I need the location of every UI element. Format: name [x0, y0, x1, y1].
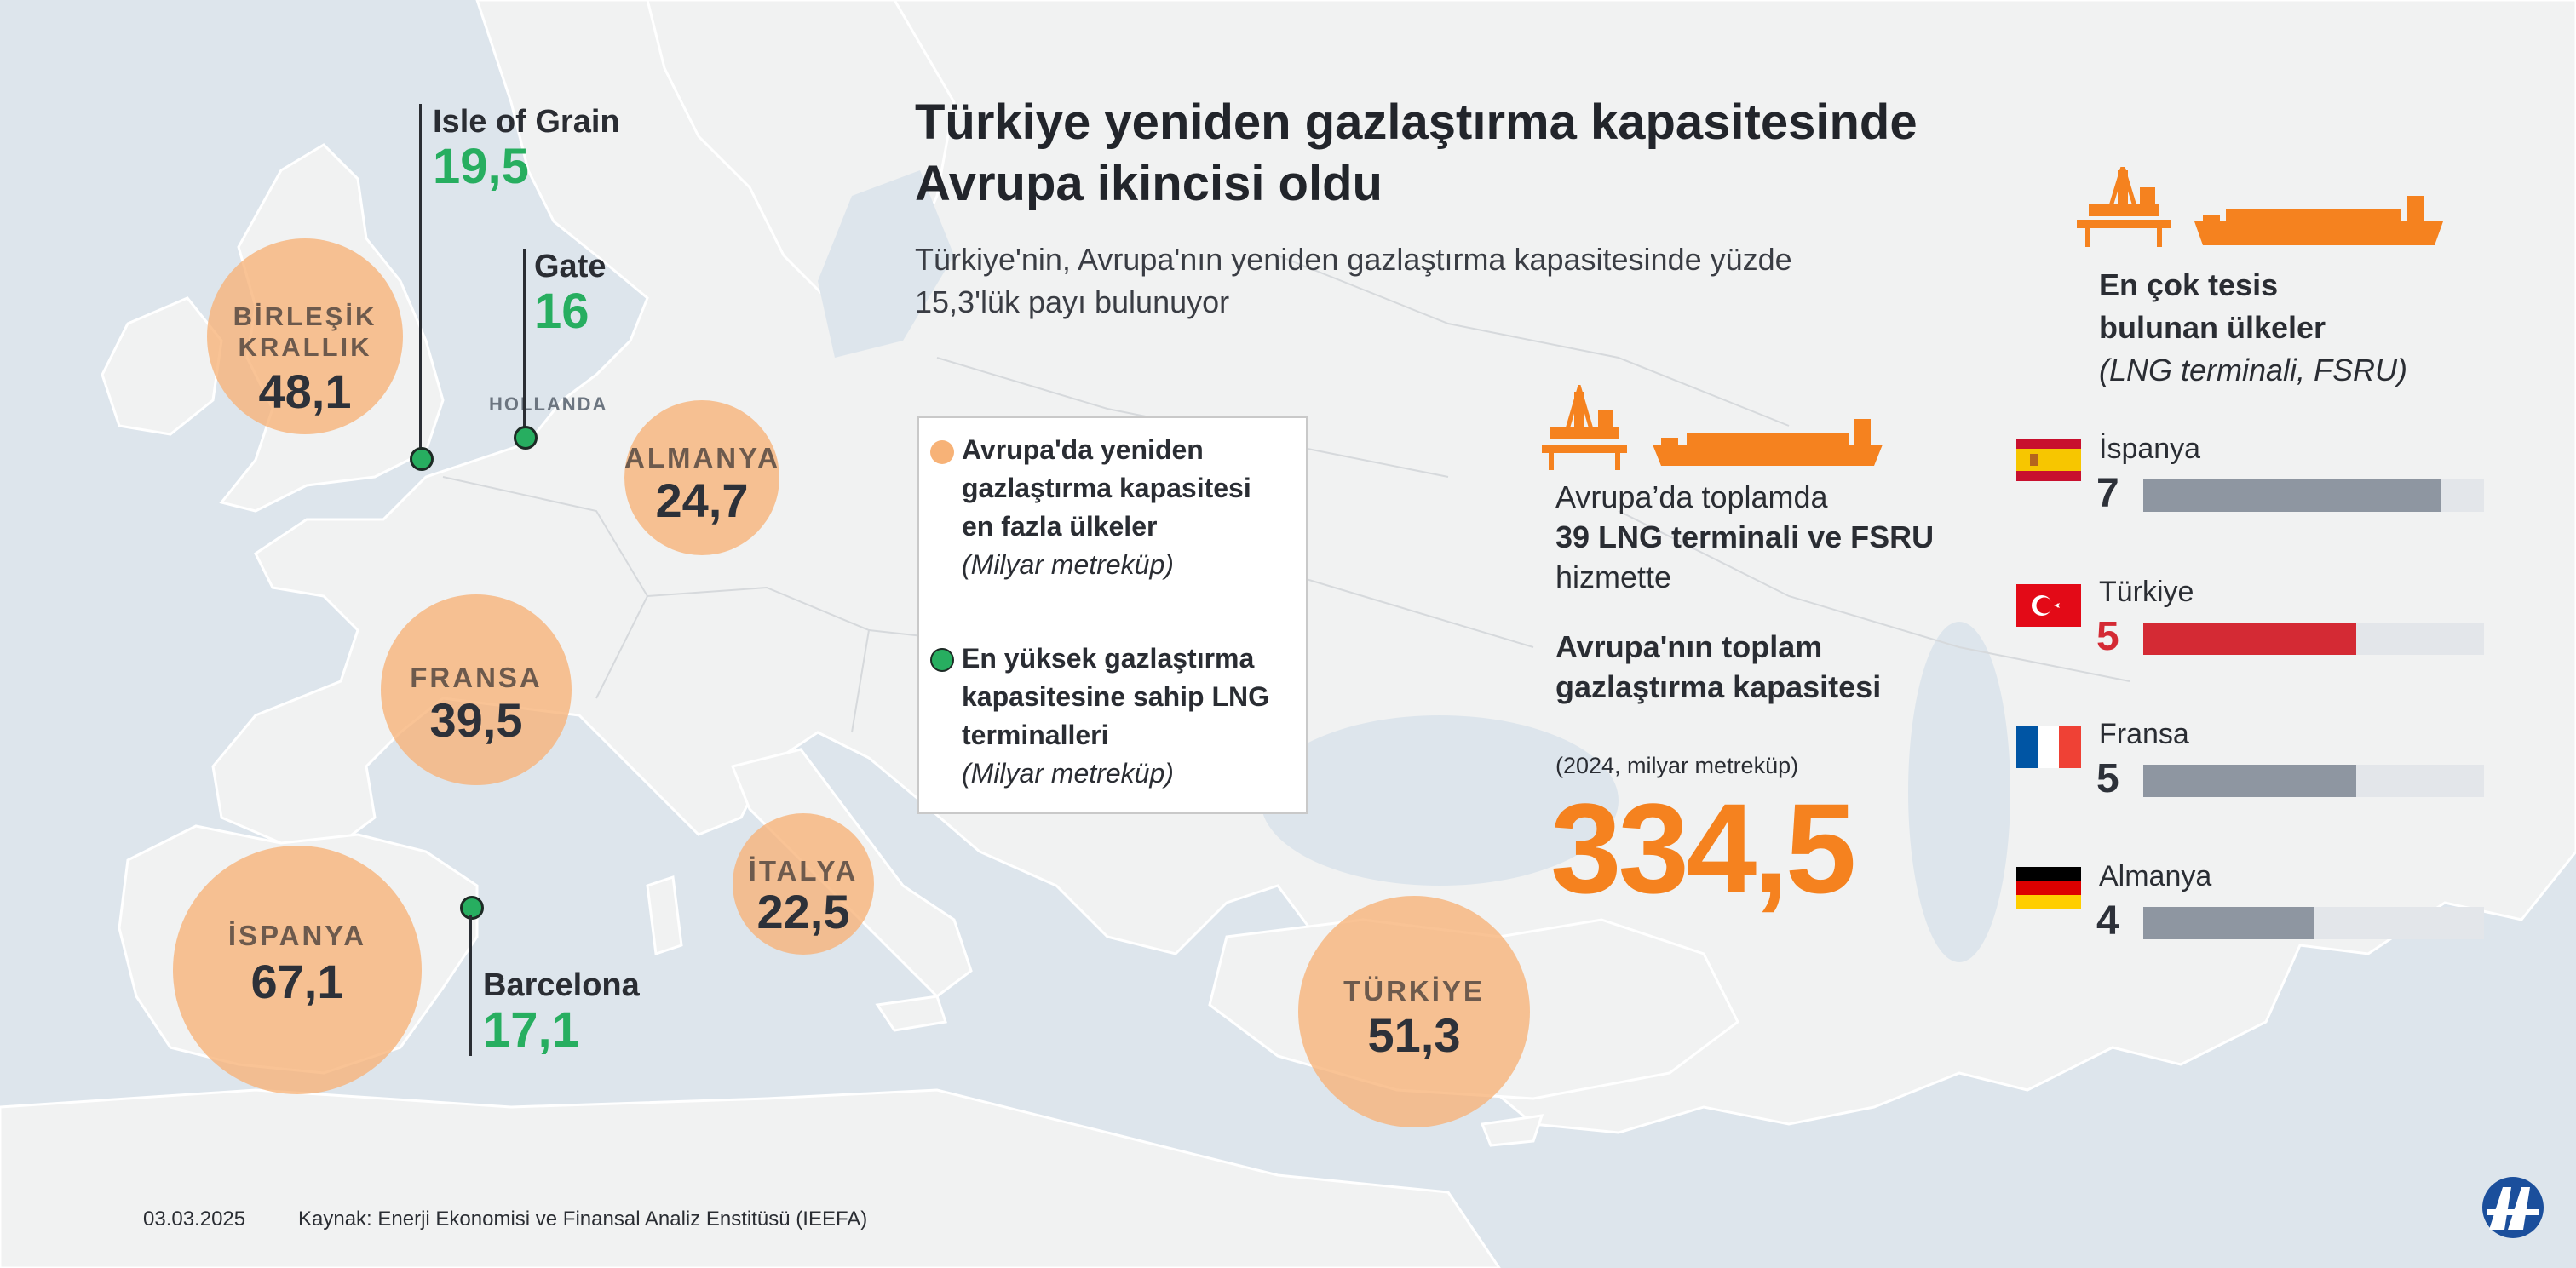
ranking-heading-sub: (LNG terminali, FSRU) [2099, 353, 2408, 387]
terminal-name-barcelona: Barcelona [483, 967, 640, 1003]
lng-icons-middle [1542, 385, 1883, 470]
stats-line1: Avrupa’da toplamda [1555, 479, 1828, 514]
capacity-circle-italy: İTALYA 22,5 [733, 813, 874, 955]
total-capacity-label: Avrupa'nın toplam gazlaştırma kapasitesi [1555, 629, 1882, 704]
capacity-country: İSPANYA [227, 920, 367, 951]
ranking-heading: En çok tesis bulunan ülkeler (LNG termin… [2099, 264, 2407, 392]
capacity-value: 22,5 [756, 885, 850, 938]
flag-france-icon [2016, 726, 2081, 768]
capacity-circle-uk: BİRLEŞİK KRALLIK 48,1 [207, 238, 403, 434]
isle-of-grain-leader [419, 104, 422, 457]
gate-leader [523, 249, 526, 438]
capacity-country: FRANSA [410, 662, 543, 693]
capacity-circle-germany: ALMANYA 24,7 [624, 400, 779, 555]
map-label-hollanda: HOLLANDA [489, 393, 608, 415]
aa-logo-icon [2482, 1177, 2544, 1238]
stats-line2-bold: 39 LNG terminali ve FSRU [1555, 519, 1935, 554]
total-capacity-value: 334,5 [1550, 777, 1856, 920]
terminal-value-gate: 16 [534, 284, 589, 339]
ranking-count: 5 [2096, 756, 2119, 801]
legend-terminal-swatch [930, 648, 954, 672]
ranking-bar [2143, 907, 2314, 939]
terminal-name-gate: Gate [534, 249, 607, 284]
capacity-value: 51,3 [1367, 1008, 1461, 1062]
legend-terminal-text: En yüksek gazlaştırma kapasitesine sahip… [962, 643, 1270, 750]
capacity-value: 39,5 [429, 693, 523, 747]
ranking-country: Almanya [2099, 860, 2212, 892]
ranking-bar-track [2143, 623, 2484, 655]
ranking-count: 5 [2096, 614, 2119, 659]
ranking-bar [2143, 479, 2441, 512]
capacity-value: 24,7 [655, 473, 749, 527]
legend-capacity-unit: (Milyar metreküp) [962, 549, 1174, 580]
total-capacity-unit: (2024, milyar metreküp) [1555, 753, 1799, 778]
terminal-value-barcelona: 17,1 [483, 1002, 579, 1058]
legend-capacity-label: Avrupa'da yeniden gazlaştırma kapasitesi… [962, 431, 1290, 584]
capacity-circle-turkey: TÜRKİYE 51,3 [1298, 896, 1530, 1127]
ranking-count: 4 [2096, 898, 2119, 944]
oil-platform-icon [2077, 167, 2171, 247]
barcelona-leader [469, 915, 472, 1056]
legend-terminal-unit: (Milyar metreküp) [962, 758, 1174, 789]
flag-spain-icon [2016, 439, 2081, 481]
terminal-marker-isle-of-grain [410, 447, 434, 471]
lng-tanker-icon [1653, 419, 1883, 466]
capacity-circle-france: FRANSA 39,5 [381, 594, 572, 785]
capacity-country: TÜRKİYE [1343, 975, 1485, 1007]
ranking-country: İspanya [2099, 433, 2201, 465]
flag-turkey-icon [2016, 584, 2081, 627]
footer-source: Kaynak: Enerji Ekonomisi ve Finansal Ana… [298, 1208, 868, 1231]
ranking-heading-text: En çok tesis bulunan ülkeler [2099, 267, 2326, 345]
ranking-bar-track [2143, 907, 2484, 939]
legend-box: Avrupa'da yeniden gazlaştırma kapasitesi… [917, 416, 1308, 814]
stats-line2-rest: hizmette [1555, 559, 1672, 594]
ranking-bar [2143, 623, 2356, 655]
page-subtitle: Türkiye'nin, Avrupa'nın yeniden gazlaştı… [915, 242, 1792, 319]
flag-germany-icon [2016, 867, 2081, 909]
capacity-country: BİRLEŞİK KRALLIK [233, 301, 377, 362]
lng-tanker-icon [2194, 196, 2443, 245]
ranking-count: 7 [2096, 471, 2119, 516]
legend-capacity-text: Avrupa'da yeniden gazlaştırma kapasitesi… [962, 434, 1251, 542]
lng-icons-right [2077, 167, 2443, 247]
ranking-bar-track [2143, 479, 2484, 512]
ranking-country: Türkiye [2099, 576, 2194, 608]
capacity-country: İTALYA [748, 855, 859, 886]
capacity-circle-spain: İSPANYA 67,1 [173, 846, 422, 1094]
legend-terminal-label: En yüksek gazlaştırma kapasitesine sahip… [962, 640, 1298, 793]
ranking-country: Fransa [2099, 718, 2189, 750]
ranking-bar [2143, 765, 2356, 797]
footer-date: 03.03.2025 [143, 1208, 246, 1231]
terminal-value-isle-of-grain: 19,5 [433, 139, 529, 194]
terminal-marker-gate [514, 426, 538, 450]
oil-platform-icon [1542, 385, 1627, 470]
ranking-bar-track [2143, 765, 2484, 797]
legend-capacity-swatch [930, 440, 954, 464]
capacity-country: ALMANYA [624, 442, 780, 473]
capacity-value: 48,1 [258, 364, 352, 418]
terminal-name-isle-of-grain: Isle of Grain [433, 104, 620, 140]
terminal-marker-barcelona [460, 896, 484, 920]
stats-terminal-count: Avrupa’da toplamda 39 LNG terminali ve F… [1555, 477, 1964, 597]
capacity-value: 67,1 [250, 955, 344, 1008]
page-title: Türkiye yeniden gazlaştırma kapasitesind… [915, 95, 1918, 211]
